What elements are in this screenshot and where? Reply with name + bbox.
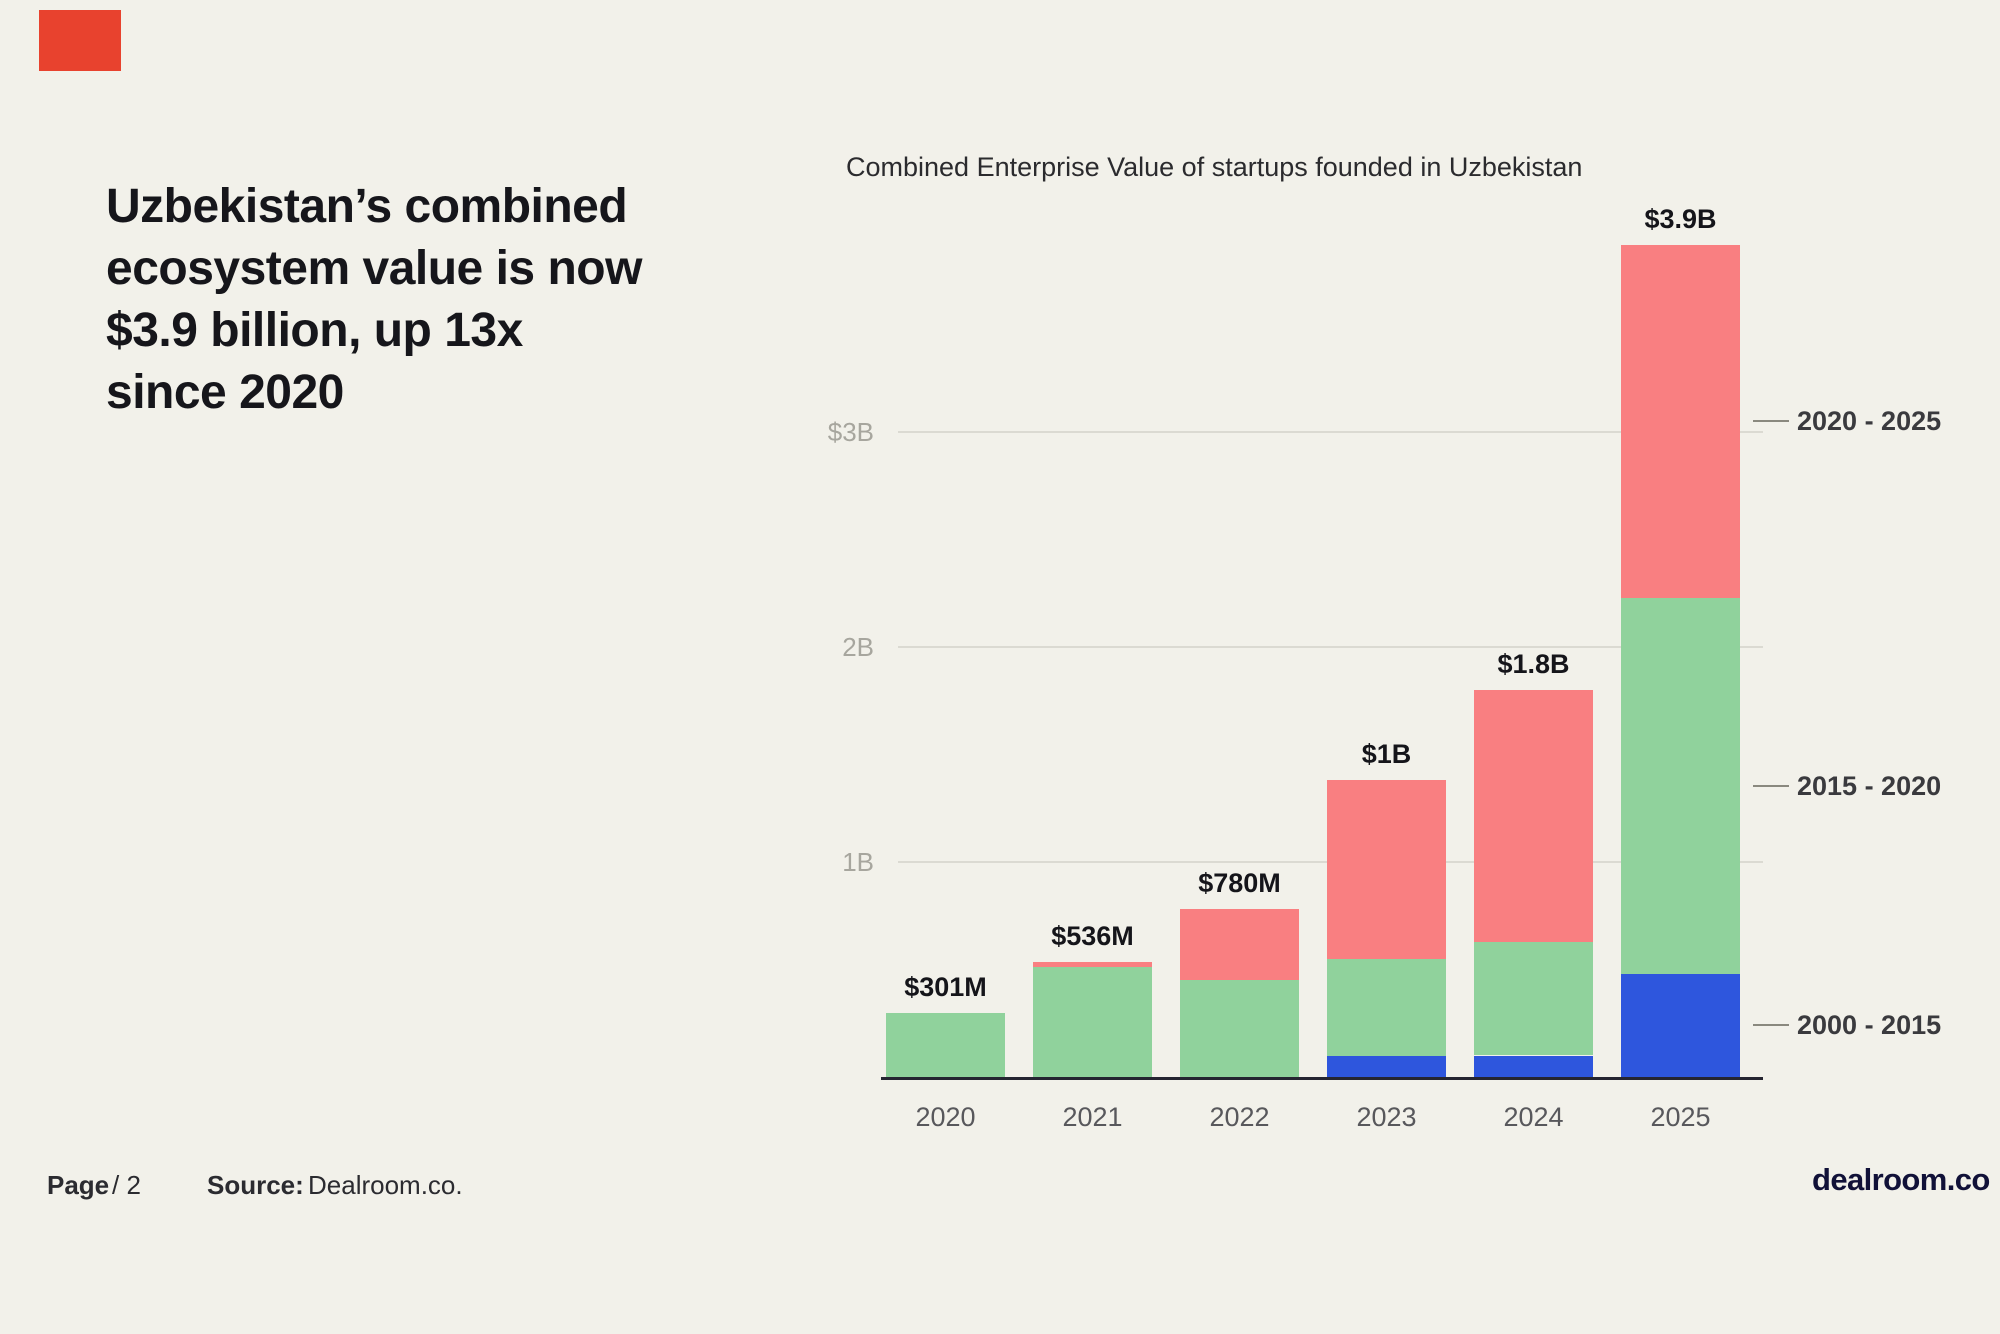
bar-segment-2023-2015-2020 [1327, 958, 1446, 1056]
bar-segment-2021-2020-2025 [1033, 961, 1152, 968]
bar-segment-2024-2020-2025 [1474, 690, 1593, 942]
bar-segment-2021-2015-2020 [1033, 967, 1152, 1077]
bar-segment-2025-2020-2025 [1621, 244, 1740, 598]
legend-tick-2020-2025 [1753, 420, 1789, 423]
bar-segment-2024-2000-2015 [1474, 1055, 1593, 1077]
x-tick-label-2024: 2024 [1503, 1102, 1564, 1132]
chart-title: Combined Enterprise Value of startups fo… [846, 152, 1583, 182]
source-value: Dealroom.co. [308, 1170, 463, 1200]
x-tick-label-2023: 2023 [1356, 1102, 1417, 1132]
value-label-2020: $301M [904, 971, 987, 1002]
bar-segment-2020-2015-2020 [886, 1012, 1005, 1077]
value-label-2022: $780M [1198, 868, 1281, 899]
slide-headline: Uzbekistan’s combined ecosystem value is… [106, 180, 642, 419]
x-tick-label-2025: 2025 [1650, 1102, 1711, 1132]
brand-accent-square [39, 10, 121, 71]
dealroom-logo: dealroom.co [1812, 1162, 1990, 1197]
x-tick-label-2020: 2020 [915, 1102, 976, 1132]
y-tick-label-$3B: $3B [827, 417, 874, 447]
x-tick-label-2021: 2021 [1062, 1102, 1123, 1132]
y-tick-label-2B: 2B [842, 632, 874, 662]
value-label-2023: $1B [1361, 739, 1412, 770]
bar-segment-2025-2000-2015 [1621, 973, 1740, 1077]
bar-segment-2023-2020-2025 [1327, 780, 1446, 959]
x-tick-label-2022: 2022 [1209, 1102, 1270, 1132]
value-label-2021: $536M [1051, 920, 1134, 951]
legend-label-2000-2015: 2000 - 2015 [1797, 1010, 1942, 1041]
page-number: / 2 [112, 1170, 141, 1200]
legend-tick-2015-2020 [1753, 784, 1789, 787]
slide-footer: Page / 2 Source: Dealroom.co. [0, 1170, 2000, 1204]
x-axis-line [881, 1077, 1763, 1080]
gridline-2B [898, 646, 1763, 648]
gridline-$3B [898, 431, 1763, 433]
legend-label-2015-2020: 2015 - 2020 [1797, 770, 1942, 801]
source-label: Source: [207, 1170, 304, 1200]
legend-label-2020-2025: 2020 - 2025 [1797, 406, 1942, 437]
bar-segment-2022-2015-2020 [1180, 980, 1299, 1077]
value-label-2024: $1.8B [1497, 649, 1570, 679]
bar-segment-2025-2015-2020 [1621, 597, 1740, 974]
bar-segment-2023-2000-2015 [1327, 1055, 1446, 1077]
legend-tick-2000-2015 [1753, 1024, 1789, 1027]
bar-segment-2024-2015-2020 [1474, 941, 1593, 1056]
y-tick-label-1B: 1B [842, 847, 874, 877]
bar-segment-2022-2020-2025 [1180, 909, 1299, 981]
page-label: Page [47, 1170, 110, 1200]
value-label-2025: $3.9B [1644, 203, 1717, 234]
